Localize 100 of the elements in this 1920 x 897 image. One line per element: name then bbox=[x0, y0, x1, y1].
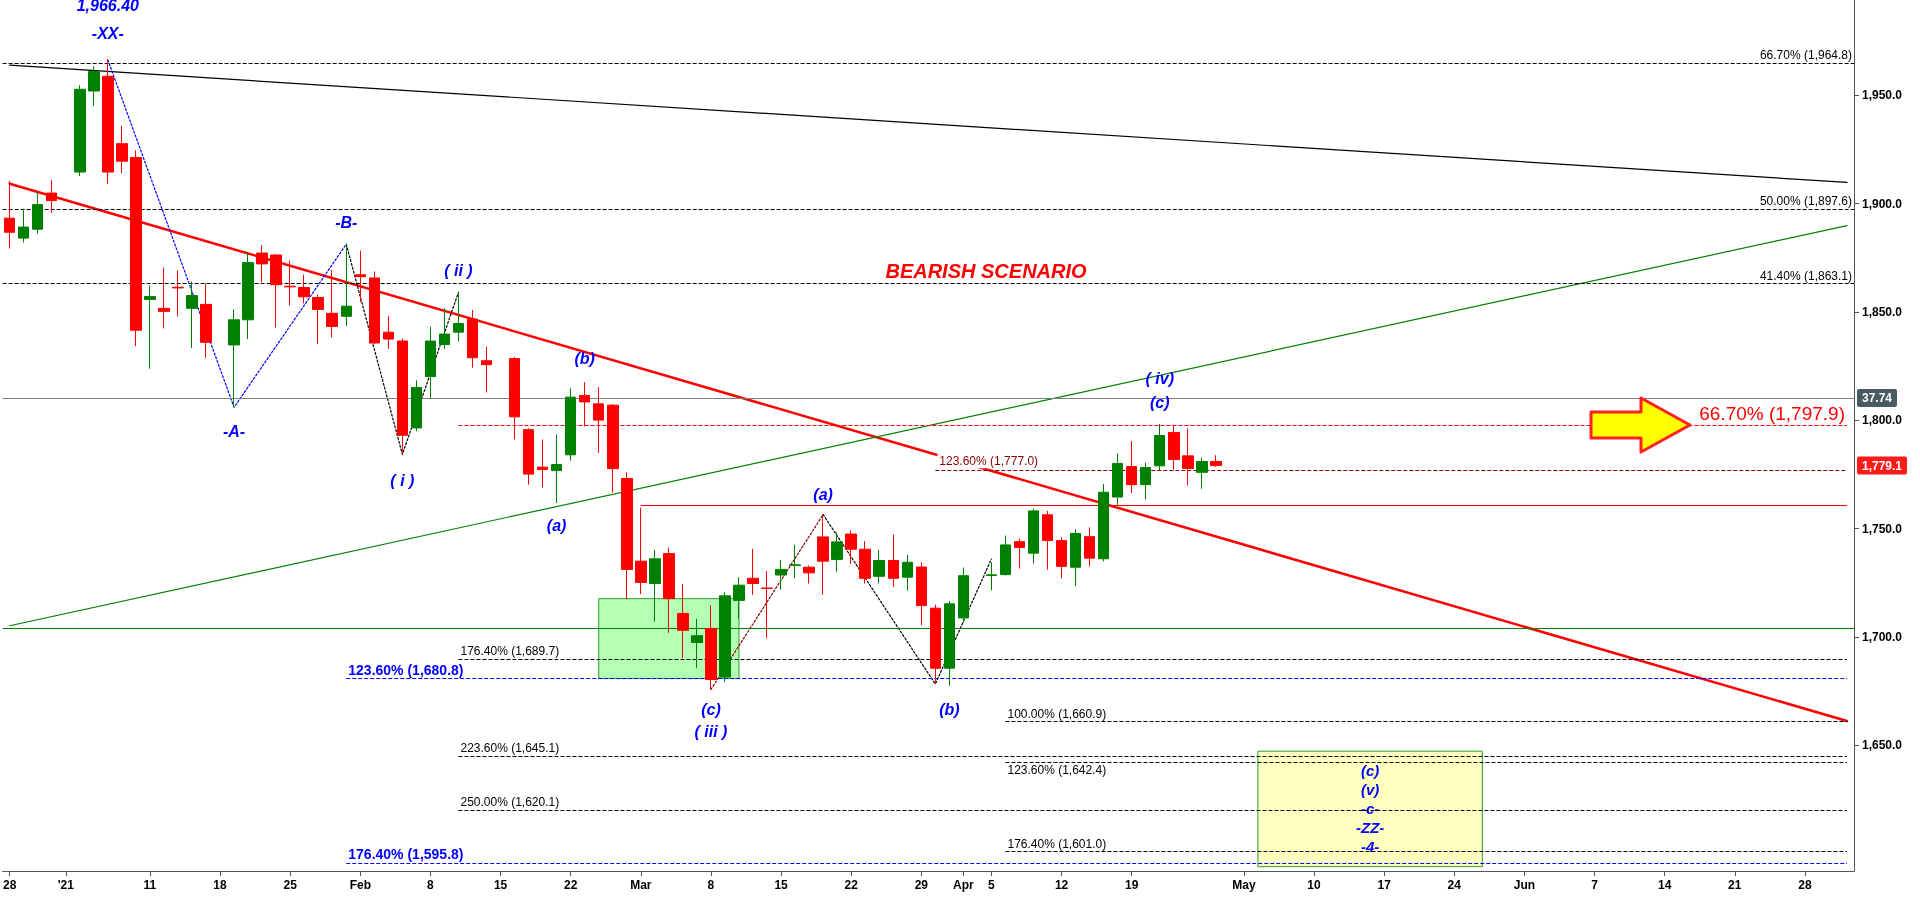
ref-line-label: 66.70% (1,964.8) bbox=[1759, 48, 1852, 63]
annotation: (b) bbox=[939, 701, 960, 719]
x-tick-label: 29 bbox=[914, 878, 929, 892]
ref-line-label: 66.70% (1,797.9) bbox=[1699, 402, 1845, 424]
x-tick-label: Jun bbox=[1513, 878, 1536, 892]
candlestick bbox=[32, 191, 43, 235]
candlestick bbox=[789, 544, 801, 579]
candlestick bbox=[733, 576, 745, 620]
y-tick-label: 1,700.0 bbox=[1862, 630, 1903, 644]
x-tick-label: Feb bbox=[349, 878, 371, 892]
annotation: ( iii ) bbox=[694, 722, 728, 740]
annotation: ( iv) bbox=[1145, 369, 1174, 387]
candlestick bbox=[1000, 535, 1011, 576]
x-tick-label: 11 bbox=[143, 878, 157, 892]
ref-line-label: 176.40% (1,689.7) bbox=[460, 644, 560, 659]
candlestick bbox=[817, 514, 829, 596]
x-tick-label: 18 bbox=[213, 878, 228, 892]
candlestick bbox=[888, 534, 899, 588]
x-tick-label: 5 bbox=[988, 878, 996, 892]
y-tick-label: 1,950.0 bbox=[1862, 88, 1903, 103]
candlestick bbox=[1014, 537, 1025, 570]
candlestick bbox=[663, 547, 675, 634]
candlestick bbox=[228, 308, 240, 408]
candlestick bbox=[425, 326, 436, 399]
x-tick-label: 12 bbox=[1054, 878, 1069, 892]
annotation: ( ii ) bbox=[444, 261, 473, 279]
candlestick bbox=[1098, 483, 1109, 562]
ref-line-label: 176.40% (1,595.8) bbox=[348, 845, 464, 862]
ref-line-label: 123.60% (1,642.4) bbox=[1007, 762, 1107, 777]
candlestick bbox=[439, 307, 450, 350]
ref-line-label: 176.40% (1,601.0) bbox=[1007, 836, 1107, 851]
x-tick-label: 28 bbox=[1798, 878, 1812, 892]
annotation: (a) bbox=[813, 486, 833, 504]
candlestick bbox=[116, 125, 128, 174]
candlestick bbox=[1140, 462, 1151, 500]
x-tick-label: 22 bbox=[844, 878, 859, 892]
x-tick-label: 8 bbox=[707, 878, 715, 892]
candlestick bbox=[467, 309, 478, 369]
candlestick bbox=[537, 438, 548, 488]
candlestick bbox=[158, 267, 170, 329]
candlestick bbox=[523, 427, 534, 486]
candlestick bbox=[902, 554, 913, 592]
annotation: (c) bbox=[1149, 393, 1170, 411]
candlestick bbox=[1028, 508, 1039, 565]
text: 37.74 bbox=[1861, 391, 1893, 406]
candlestick bbox=[242, 251, 254, 340]
x-tick-label: 8 bbox=[427, 878, 435, 892]
candlestick bbox=[1042, 510, 1053, 571]
x-tick-label: 24 bbox=[1447, 878, 1462, 892]
x-tick-label: '21 bbox=[57, 878, 75, 892]
candlestick bbox=[481, 346, 492, 393]
candlestick bbox=[1154, 423, 1165, 471]
candlestick bbox=[565, 387, 576, 462]
y-tick-label: 1,750.0 bbox=[1862, 521, 1903, 536]
x-tick-label: 25 bbox=[283, 878, 298, 892]
candlestick bbox=[453, 291, 464, 342]
y-tick-label: 1,650.0 bbox=[1862, 738, 1903, 753]
annotation: BEARISH SCENARIO bbox=[885, 260, 1088, 282]
ref-line-label: 223.60% (1,645.1) bbox=[460, 740, 560, 755]
candlestick bbox=[355, 250, 366, 303]
ref-line-label: 123.60% (1,680.8) bbox=[348, 661, 464, 678]
ref-line-label: 100.00% (1,660.9) bbox=[1007, 706, 1107, 721]
candlestick bbox=[747, 548, 759, 596]
x-tick-label: 15 bbox=[493, 878, 508, 892]
candlestick bbox=[200, 283, 212, 359]
annotation: (a) bbox=[546, 516, 567, 534]
candlestick bbox=[649, 549, 661, 623]
candlestick bbox=[873, 549, 885, 584]
y-tick-label: 1,800.0 bbox=[1862, 413, 1903, 428]
x-tick-label: 7 bbox=[1591, 878, 1599, 892]
candlestick bbox=[1084, 526, 1095, 567]
x-tick-label: Mar bbox=[630, 878, 652, 892]
candlestick bbox=[677, 583, 689, 659]
candlestick bbox=[383, 315, 394, 350]
annotation: (b) bbox=[574, 349, 595, 367]
annotation: ( i ) bbox=[390, 471, 415, 489]
ref-line-label: 50.00% (1,897.6) bbox=[1759, 193, 1852, 208]
candlestick bbox=[1126, 440, 1137, 494]
candlestick bbox=[341, 243, 352, 327]
candlestick bbox=[1210, 454, 1222, 468]
annotation: (c) bbox=[701, 700, 721, 718]
candlestick bbox=[803, 565, 815, 584]
annotation: -XX- bbox=[91, 25, 124, 43]
x-tick-label: 28 bbox=[2, 878, 17, 892]
y-tick-label: 1,850.0 bbox=[1862, 305, 1903, 319]
candlestick bbox=[1196, 457, 1208, 490]
candlestick bbox=[831, 531, 843, 573]
candlestick bbox=[18, 208, 29, 243]
candlestick bbox=[705, 604, 717, 690]
candlestick bbox=[551, 433, 562, 504]
candlestick bbox=[958, 566, 969, 624]
candlestick bbox=[1182, 428, 1194, 487]
candlestick bbox=[1112, 452, 1123, 506]
candlestick bbox=[284, 260, 296, 306]
x-tick-label: 17 bbox=[1377, 878, 1392, 892]
x-tick-label: 14 bbox=[1657, 878, 1672, 892]
annotation: 1,966.40 bbox=[76, 0, 140, 15]
candlestick bbox=[369, 270, 380, 345]
ref-line-label: 41.40% (1,863.1) bbox=[1759, 268, 1852, 283]
candlestick bbox=[1070, 528, 1081, 587]
